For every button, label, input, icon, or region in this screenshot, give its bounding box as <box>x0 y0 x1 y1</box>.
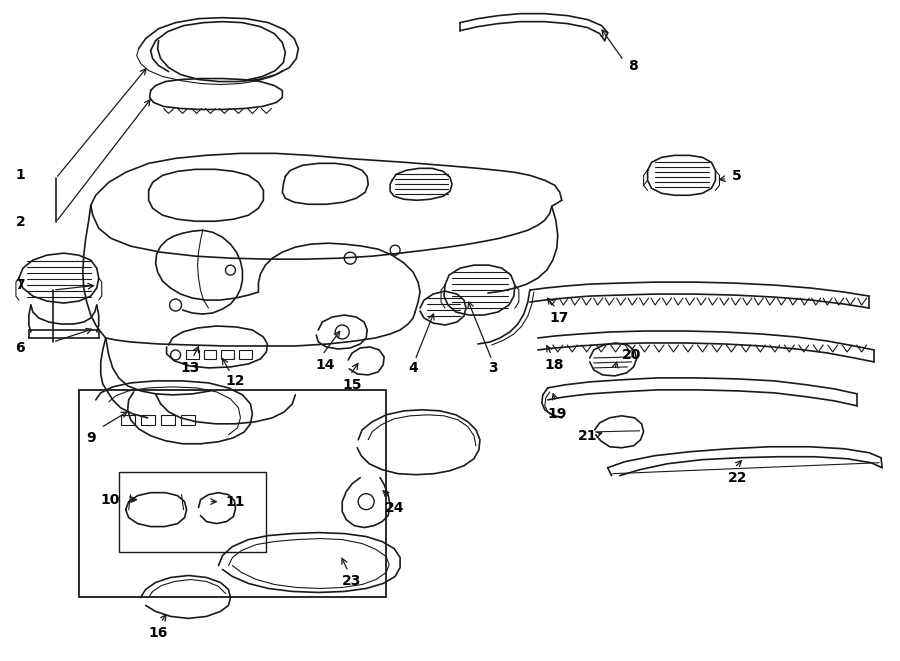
Text: 24: 24 <box>385 500 405 515</box>
Text: 7: 7 <box>15 278 24 292</box>
Text: 22: 22 <box>727 471 747 485</box>
Bar <box>160 415 175 425</box>
Bar <box>203 350 217 359</box>
Text: 2: 2 <box>16 215 26 229</box>
Bar <box>221 350 235 359</box>
Text: 23: 23 <box>342 574 362 588</box>
Text: 5: 5 <box>732 169 742 183</box>
Text: 12: 12 <box>226 374 245 388</box>
Text: 18: 18 <box>544 358 564 372</box>
Text: 6: 6 <box>15 341 24 355</box>
Text: 3: 3 <box>488 361 498 375</box>
Bar <box>121 415 135 425</box>
Text: 8: 8 <box>627 59 637 73</box>
Text: 10: 10 <box>101 492 120 506</box>
Text: 4: 4 <box>408 361 418 375</box>
Text: 21: 21 <box>578 429 598 443</box>
Bar <box>140 415 155 425</box>
Bar <box>79 390 386 598</box>
Bar <box>239 350 252 359</box>
Text: 19: 19 <box>548 407 567 421</box>
Text: 16: 16 <box>148 627 168 641</box>
Text: 1: 1 <box>16 169 26 182</box>
Bar <box>185 350 199 359</box>
Text: 11: 11 <box>226 494 245 509</box>
Text: 17: 17 <box>550 311 569 325</box>
Text: 14: 14 <box>315 358 335 372</box>
Text: 9: 9 <box>86 431 95 445</box>
Text: 20: 20 <box>622 348 641 362</box>
Text: 13: 13 <box>181 361 200 375</box>
Text: 15: 15 <box>342 378 362 392</box>
Bar <box>181 415 194 425</box>
Bar <box>119 472 266 551</box>
